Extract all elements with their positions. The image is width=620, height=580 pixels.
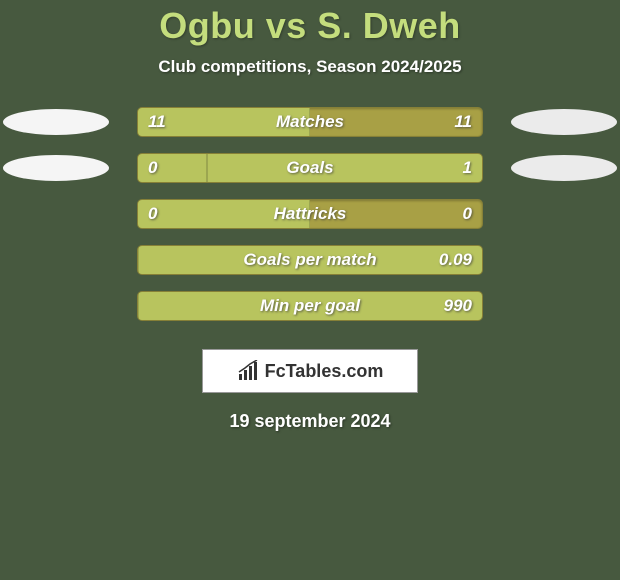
player-left-ellipse	[3, 109, 109, 135]
logo-text: FcTables.com	[265, 361, 384, 382]
player-right-ellipse	[511, 155, 617, 181]
stat-right-value: 0.09	[439, 250, 472, 270]
player-left-ellipse	[3, 155, 109, 181]
stat-right-value: 11	[454, 112, 472, 132]
logo-box[interactable]: FcTables.com	[202, 349, 418, 393]
stats-row: Goals per match 0.09	[3, 245, 617, 275]
stats-row: 0 Goals 1	[3, 153, 617, 183]
stat-label: Goals per match	[243, 250, 376, 270]
stat-left-value: 0	[148, 158, 157, 178]
bar-fill-right	[207, 154, 482, 182]
stat-right-value: 0	[463, 204, 472, 224]
stat-right-value: 1	[463, 158, 472, 178]
stats-row: Min per goal 990	[3, 291, 617, 321]
stat-left-value: 11	[148, 112, 166, 132]
bar-chart-icon	[237, 360, 259, 382]
stats-row: 11 Matches 11	[3, 107, 617, 137]
stat-label: Matches	[276, 112, 344, 132]
page-title: Ogbu vs S. Dweh	[159, 5, 461, 47]
stat-label: Goals	[286, 158, 333, 178]
stat-bar: 0 Goals 1	[137, 153, 483, 183]
player-right-ellipse	[511, 109, 617, 135]
logo-inner: FcTables.com	[237, 360, 384, 382]
date-text: 19 september 2024	[229, 411, 390, 432]
stat-bar: Min per goal 990	[137, 291, 483, 321]
stat-bar: Goals per match 0.09	[137, 245, 483, 275]
comparison-container: Ogbu vs S. Dweh Club competitions, Seaso…	[0, 0, 620, 580]
stat-label: Min per goal	[260, 296, 360, 316]
stat-label: Hattricks	[274, 204, 347, 224]
stat-bar: 11 Matches 11	[137, 107, 483, 137]
stat-right-value: 990	[444, 296, 472, 316]
stat-left-value: 0	[148, 204, 157, 224]
stat-bar: 0 Hattricks 0	[137, 199, 483, 229]
stats-row: 0 Hattricks 0	[3, 199, 617, 229]
subtitle: Club competitions, Season 2024/2025	[158, 57, 461, 77]
stats-area: 11 Matches 11 0 Goals 1 0 Hattricks 0 Goals per m…	[3, 107, 617, 337]
